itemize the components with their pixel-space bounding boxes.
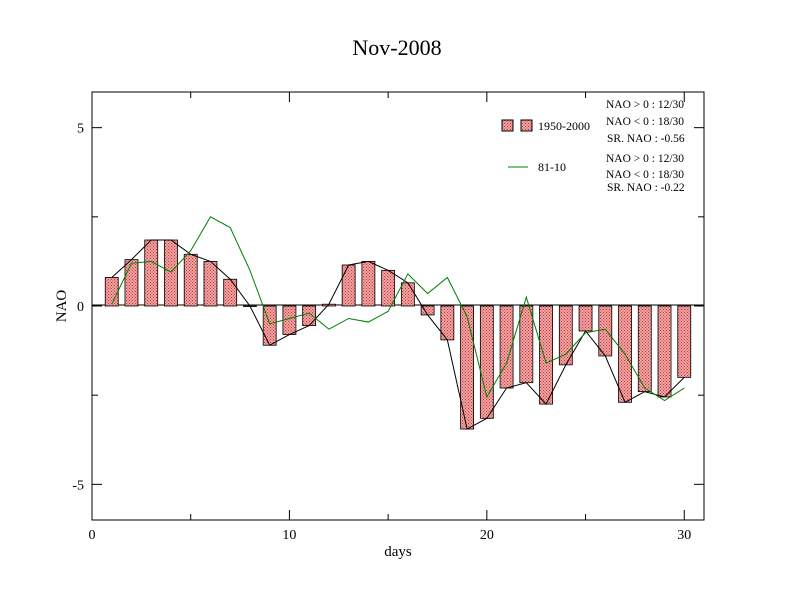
- bar-day-29: [657, 305, 672, 398]
- line-1950-2000: [111, 239, 685, 430]
- legend-swatch-1950-2000: [501, 119, 514, 132]
- bar-day-4: [164, 239, 178, 307]
- bar-day-23: [539, 305, 553, 405]
- stat-1950-sr: SR. NAO : -0.56: [607, 133, 685, 145]
- stat-8110-sr: SR. NAO : -0.22: [607, 182, 685, 194]
- bar-day-3: [144, 239, 159, 307]
- y-tick-label: 5: [77, 122, 84, 137]
- bar-day-15: [381, 269, 396, 307]
- bar-day-28: [637, 305, 652, 392]
- legend-label-81-10: 81-10: [538, 160, 566, 174]
- bar-day-25: [578, 305, 593, 332]
- y-tick-label: -5: [72, 478, 84, 493]
- stat-1950-positive: NAO > 0 : 12/30: [606, 99, 684, 111]
- bar-day-14: [361, 261, 376, 307]
- x-tick-label: 0: [89, 528, 96, 543]
- y-tick-label: 0: [77, 300, 84, 315]
- legend-label-1950-2000: 1950-2000: [538, 119, 590, 133]
- bar-day-1: [104, 277, 119, 307]
- stat-1950-negative: NAO < 0 : 18/30: [606, 116, 684, 128]
- x-axis-ticks: 0 10 20 30: [89, 92, 691, 543]
- stat-8110-positive: NAO > 0 : 12/30: [606, 153, 684, 165]
- y-axis-label: NAO: [54, 290, 70, 323]
- chart-title: Nov-2008: [352, 35, 441, 60]
- x-tick-label: 20: [480, 528, 494, 543]
- bar-day-10: [282, 305, 297, 335]
- stat-8110-negative: NAO < 0 : 18/30: [606, 169, 684, 181]
- bar-day-20: [479, 305, 494, 419]
- bar-series-1950-2000: [104, 239, 692, 430]
- bar-day-5: [183, 253, 198, 307]
- x-tick-label: 10: [282, 528, 296, 543]
- bar-day-6: [203, 261, 218, 307]
- bar-day-2: [124, 259, 139, 307]
- bar-day-13: [341, 264, 356, 307]
- y-axis-ticks: 5 0 -5: [72, 122, 704, 493]
- legend: 1950-2000 81-10 NAO > 0 : 12/30 NAO < 0 …: [501, 99, 685, 194]
- bar-day-22: [519, 305, 534, 384]
- legend-swatch-1950-2000-right: [520, 119, 533, 132]
- bar-day-11: [302, 305, 317, 327]
- bar-day-7: [223, 278, 238, 307]
- line-81-10: [111, 216, 685, 402]
- x-axis-label: days: [384, 544, 412, 560]
- bar-day-30: [677, 305, 692, 378]
- bar-day-26: [598, 305, 613, 357]
- bar-day-16: [400, 282, 415, 307]
- x-tick-label: 30: [677, 528, 691, 543]
- line-series: [111, 216, 685, 430]
